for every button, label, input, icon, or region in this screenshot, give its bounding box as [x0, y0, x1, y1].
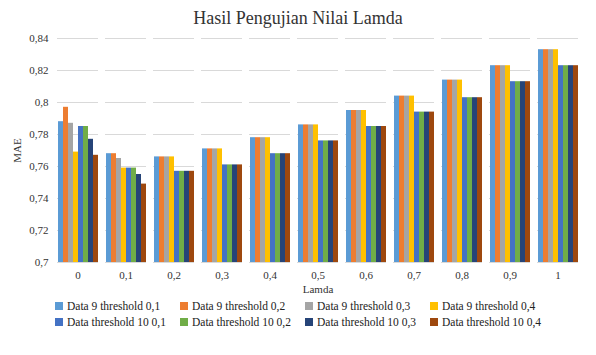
svg-text:0,82: 0,82	[29, 64, 48, 76]
html-text:Hasil Pengujian Nilai Lamda: Hasil Pengujian Nilai Lamda	[193, 8, 403, 28]
html-text:Data threshold 10 0,2: Data threshold 10 0,2	[192, 316, 291, 328]
svg-text:0,6: 0,6	[359, 269, 373, 281]
svg-text:0,72: 0,72	[29, 224, 48, 236]
svg-text:0,78: 0,78	[29, 128, 49, 140]
svg-text:0,2: 0,2	[167, 269, 181, 281]
html-text:Data 9 threshold 0,1: Data 9 threshold 0,1	[67, 300, 161, 312]
html-text:Data 9 threshold 0,4: Data 9 threshold 0,4	[442, 300, 536, 312]
svg-text:1: 1	[555, 269, 561, 281]
svg-text:0,7: 0,7	[407, 269, 421, 281]
html-text:Data threshold 10 0,4: Data threshold 10 0,4	[442, 316, 541, 328]
html-text:Data threshold 10 0,1: Data threshold 10 0,1	[67, 316, 166, 328]
svg-text:MAE: MAE	[11, 138, 23, 163]
svg-text:0,76: 0,76	[29, 160, 49, 172]
html-text:Data 9 threshold 0,3: Data 9 threshold 0,3	[317, 300, 411, 312]
svg-text:0,84: 0,84	[29, 32, 49, 44]
svg-text:0: 0	[75, 269, 81, 281]
svg-text:0,7: 0,7	[35, 256, 49, 268]
svg-text:0,1: 0,1	[119, 269, 133, 281]
svg-text:0,4: 0,4	[263, 269, 277, 281]
svg-text:Lamda: Lamda	[303, 283, 334, 295]
svg-text:0,74: 0,74	[29, 192, 49, 204]
svg-text:0,3: 0,3	[215, 269, 229, 281]
html-text:Data 9 threshold 0,2: Data 9 threshold 0,2	[192, 300, 286, 312]
svg-text:0,5: 0,5	[311, 269, 325, 281]
svg-text:0,8: 0,8	[455, 269, 469, 281]
svg-text:0,8: 0,8	[35, 96, 49, 108]
html-text:Data threshold 10 0,3: Data threshold 10 0,3	[317, 316, 416, 328]
svg-text:0,9: 0,9	[503, 269, 517, 281]
